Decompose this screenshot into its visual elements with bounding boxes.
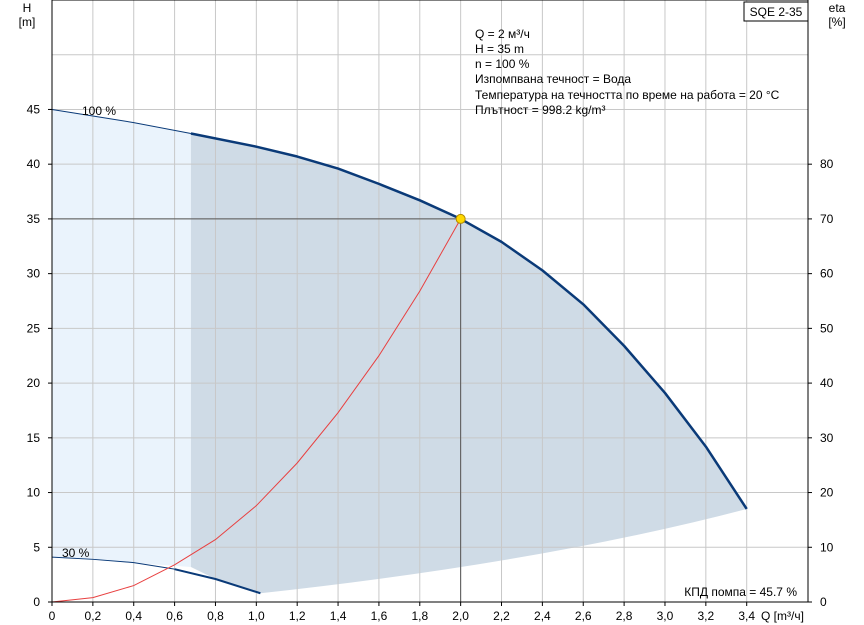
- efficiency-label: КПД помпа = 45.7 %: [684, 585, 797, 599]
- info-flow: Q = 2 м³/ч: [475, 27, 530, 41]
- y-left-label-line2: [m]: [19, 15, 36, 29]
- plot-frame: [51, 0, 809, 603]
- y-right-tick-label: 20: [820, 486, 834, 500]
- y-right-tick-label: 30: [820, 431, 834, 445]
- x-tick-label: 1,8: [411, 609, 428, 623]
- x-axis-label: Q [m³/ч]: [761, 609, 804, 623]
- x-tick-label: 2,2: [493, 609, 510, 623]
- y-right-tick-label: 70: [820, 212, 834, 226]
- x-tick-label: 0,6: [166, 609, 183, 623]
- info-speed: n = 100 %: [475, 57, 530, 71]
- y-left-tick-label: 25: [27, 321, 41, 335]
- duty-info: Q = 2 м³/ч H = 35 m n = 100 % Изпомпвана…: [475, 27, 780, 117]
- curve-100: [190, 132, 748, 510]
- x-tick-label: 3,4: [738, 609, 755, 623]
- y-left-label-line1: H: [23, 1, 32, 15]
- x-tick-label: 1,0: [248, 609, 265, 623]
- y-left-tick-label: 40: [27, 157, 41, 171]
- x-tick-label: 1,4: [330, 609, 347, 623]
- curve-30: [174, 568, 261, 595]
- x-tick-label: 2,0: [452, 609, 469, 623]
- curve-label-100: 100 %: [82, 104, 116, 118]
- y-right-tick-label: 0: [820, 595, 827, 609]
- y-right-tick-label: 50: [820, 321, 834, 335]
- info-liquid: Изпомпвана течност = Вода: [475, 72, 631, 86]
- y-left-tick-label: 0: [33, 595, 40, 609]
- y-right-tick-label: 60: [820, 267, 834, 281]
- efficiency-curve: [51, 218, 462, 603]
- y-left-tick-label: 15: [27, 431, 41, 445]
- info-density: Плътност = 998.2 kg/m³: [475, 103, 605, 117]
- curve-30-thin: [51, 556, 175, 570]
- y-left-tick-label: 30: [27, 267, 41, 281]
- y-right-label-line2: [%]: [828, 15, 845, 29]
- operating-regions: [52, 109, 747, 594]
- y-left-tick-label: 10: [27, 486, 41, 500]
- y-right-tick-label: 80: [820, 157, 834, 171]
- y-left-tick-label: 35: [27, 212, 41, 226]
- y-right-tick-label: 10: [820, 540, 834, 554]
- curves: [51, 108, 748, 603]
- curve-100-thin: [51, 108, 192, 135]
- y-left-tick-label: 5: [33, 540, 40, 554]
- grid-lines: [52, 0, 808, 602]
- y-right-label-line1: eta: [829, 1, 846, 15]
- duty-point-marker: [455, 213, 466, 224]
- info-temperature: Температура на течността по време на раб…: [475, 88, 780, 102]
- x-tick-label: 2,4: [534, 609, 551, 623]
- x-tick-label: 0,2: [85, 609, 102, 623]
- info-head: H = 35 m: [475, 42, 524, 56]
- y-left-tick-label: 45: [27, 102, 41, 116]
- x-tick-label: 2,6: [575, 609, 592, 623]
- curve-label-30: 30 %: [62, 546, 90, 560]
- x-tick-label: 3,2: [697, 609, 714, 623]
- x-tick-label: 0: [49, 609, 56, 623]
- x-tick-label: 2,8: [616, 609, 633, 623]
- region-light: [52, 109, 191, 567]
- y-left-tick-label: 20: [27, 376, 41, 390]
- x-tick-label: 0,4: [125, 609, 142, 623]
- region-dark: [190, 133, 747, 594]
- x-tick-label: 0,8: [207, 609, 224, 623]
- x-tick-label: 1,6: [371, 609, 388, 623]
- model-box: [743, 1, 809, 22]
- model-name: SQE 2-35: [750, 5, 803, 19]
- x-tick-label: 1,2: [289, 609, 306, 623]
- x-tick-label: 3,0: [657, 609, 674, 623]
- axes: 0 5 10 15 20 25 30 35 40 45 0 10 20 30 40 50 60 70 80 0 0,2 0…: [27, 102, 834, 623]
- y-right-tick-label: 40: [820, 376, 834, 390]
